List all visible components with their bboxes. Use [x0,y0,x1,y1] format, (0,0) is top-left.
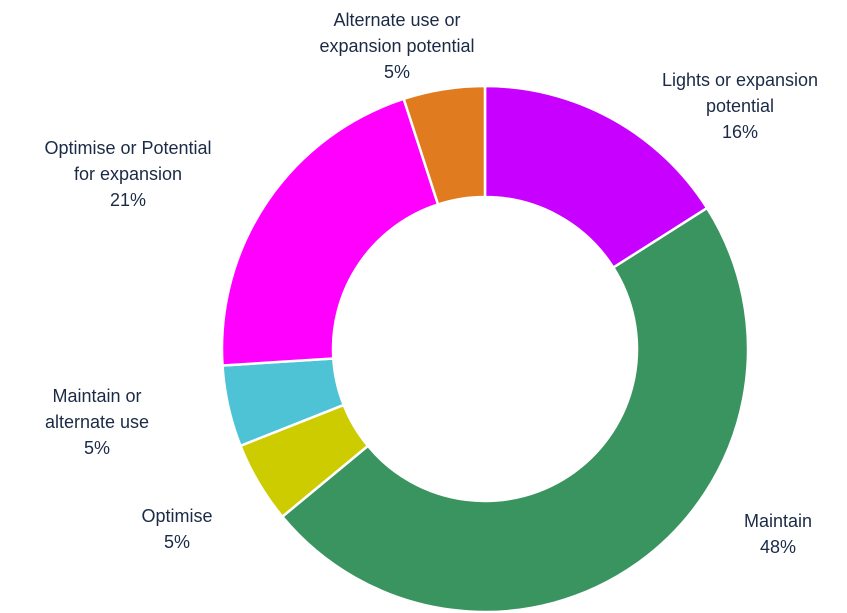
slice-value-label: 21% [110,190,146,210]
slice-category-label: Optimise [141,506,212,526]
slice-5 [402,84,487,206]
slice-value-label: 5% [384,62,410,82]
slice-1 [281,206,750,613]
slice-0 [483,84,709,269]
slice-category-label: for expansion [74,164,182,184]
slice-category-label: Maintain [744,511,812,531]
slice-category-label: Maintain or [52,386,141,406]
slice-label-5: Alternate use or expansion potential 5% [319,10,474,82]
slice-category-label: expansion potential [319,36,474,56]
slice-label-2: Optimise 5% [141,506,212,552]
slice-label-0: Lights or expansion potential 16% [662,70,818,142]
slice-category-label: alternate use [45,412,149,432]
slice-4 [220,97,440,367]
slice-category-label: potential [706,96,774,116]
slice-value-label: 48% [760,537,796,557]
slice-label-1: Maintain 48% [744,511,812,557]
slice-category-label: Optimise or Potential [44,138,211,158]
slice-value-label: 5% [84,438,110,458]
slice-category-label: Alternate use or [333,10,460,30]
slice-label-3: Maintain or alternate use 5% [45,386,149,458]
donut-slices [220,84,750,613]
slice-value-label: 16% [722,122,758,142]
slice-value-label: 5% [164,532,190,552]
slice-category-label: Lights or expansion [662,70,818,90]
slice-labels: Lights or expansion potential 16% Maintain 4… [44,10,818,557]
slice-label-4: Optimise or Potential for expansion 21% [44,138,211,210]
